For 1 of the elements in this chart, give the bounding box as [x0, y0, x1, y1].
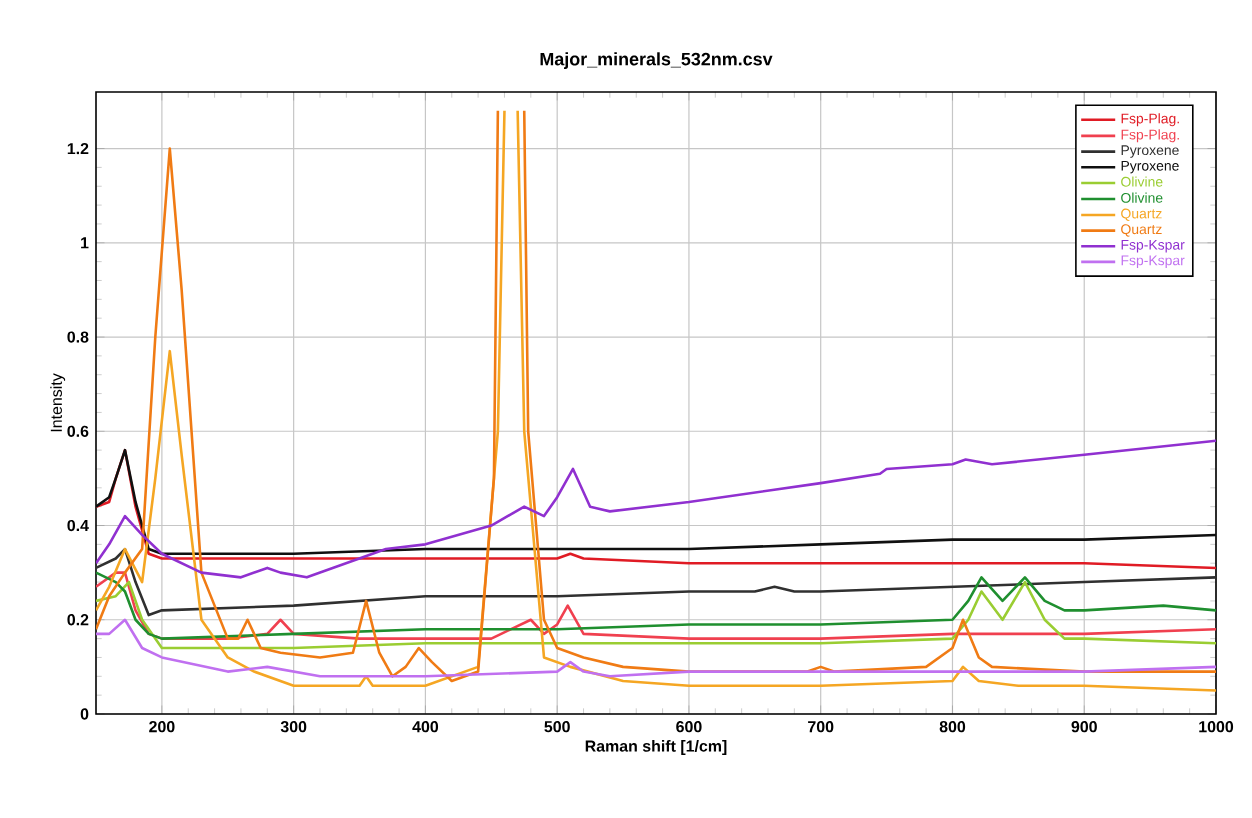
- chart-title: Major_minerals_532nm.csv: [540, 52, 773, 69]
